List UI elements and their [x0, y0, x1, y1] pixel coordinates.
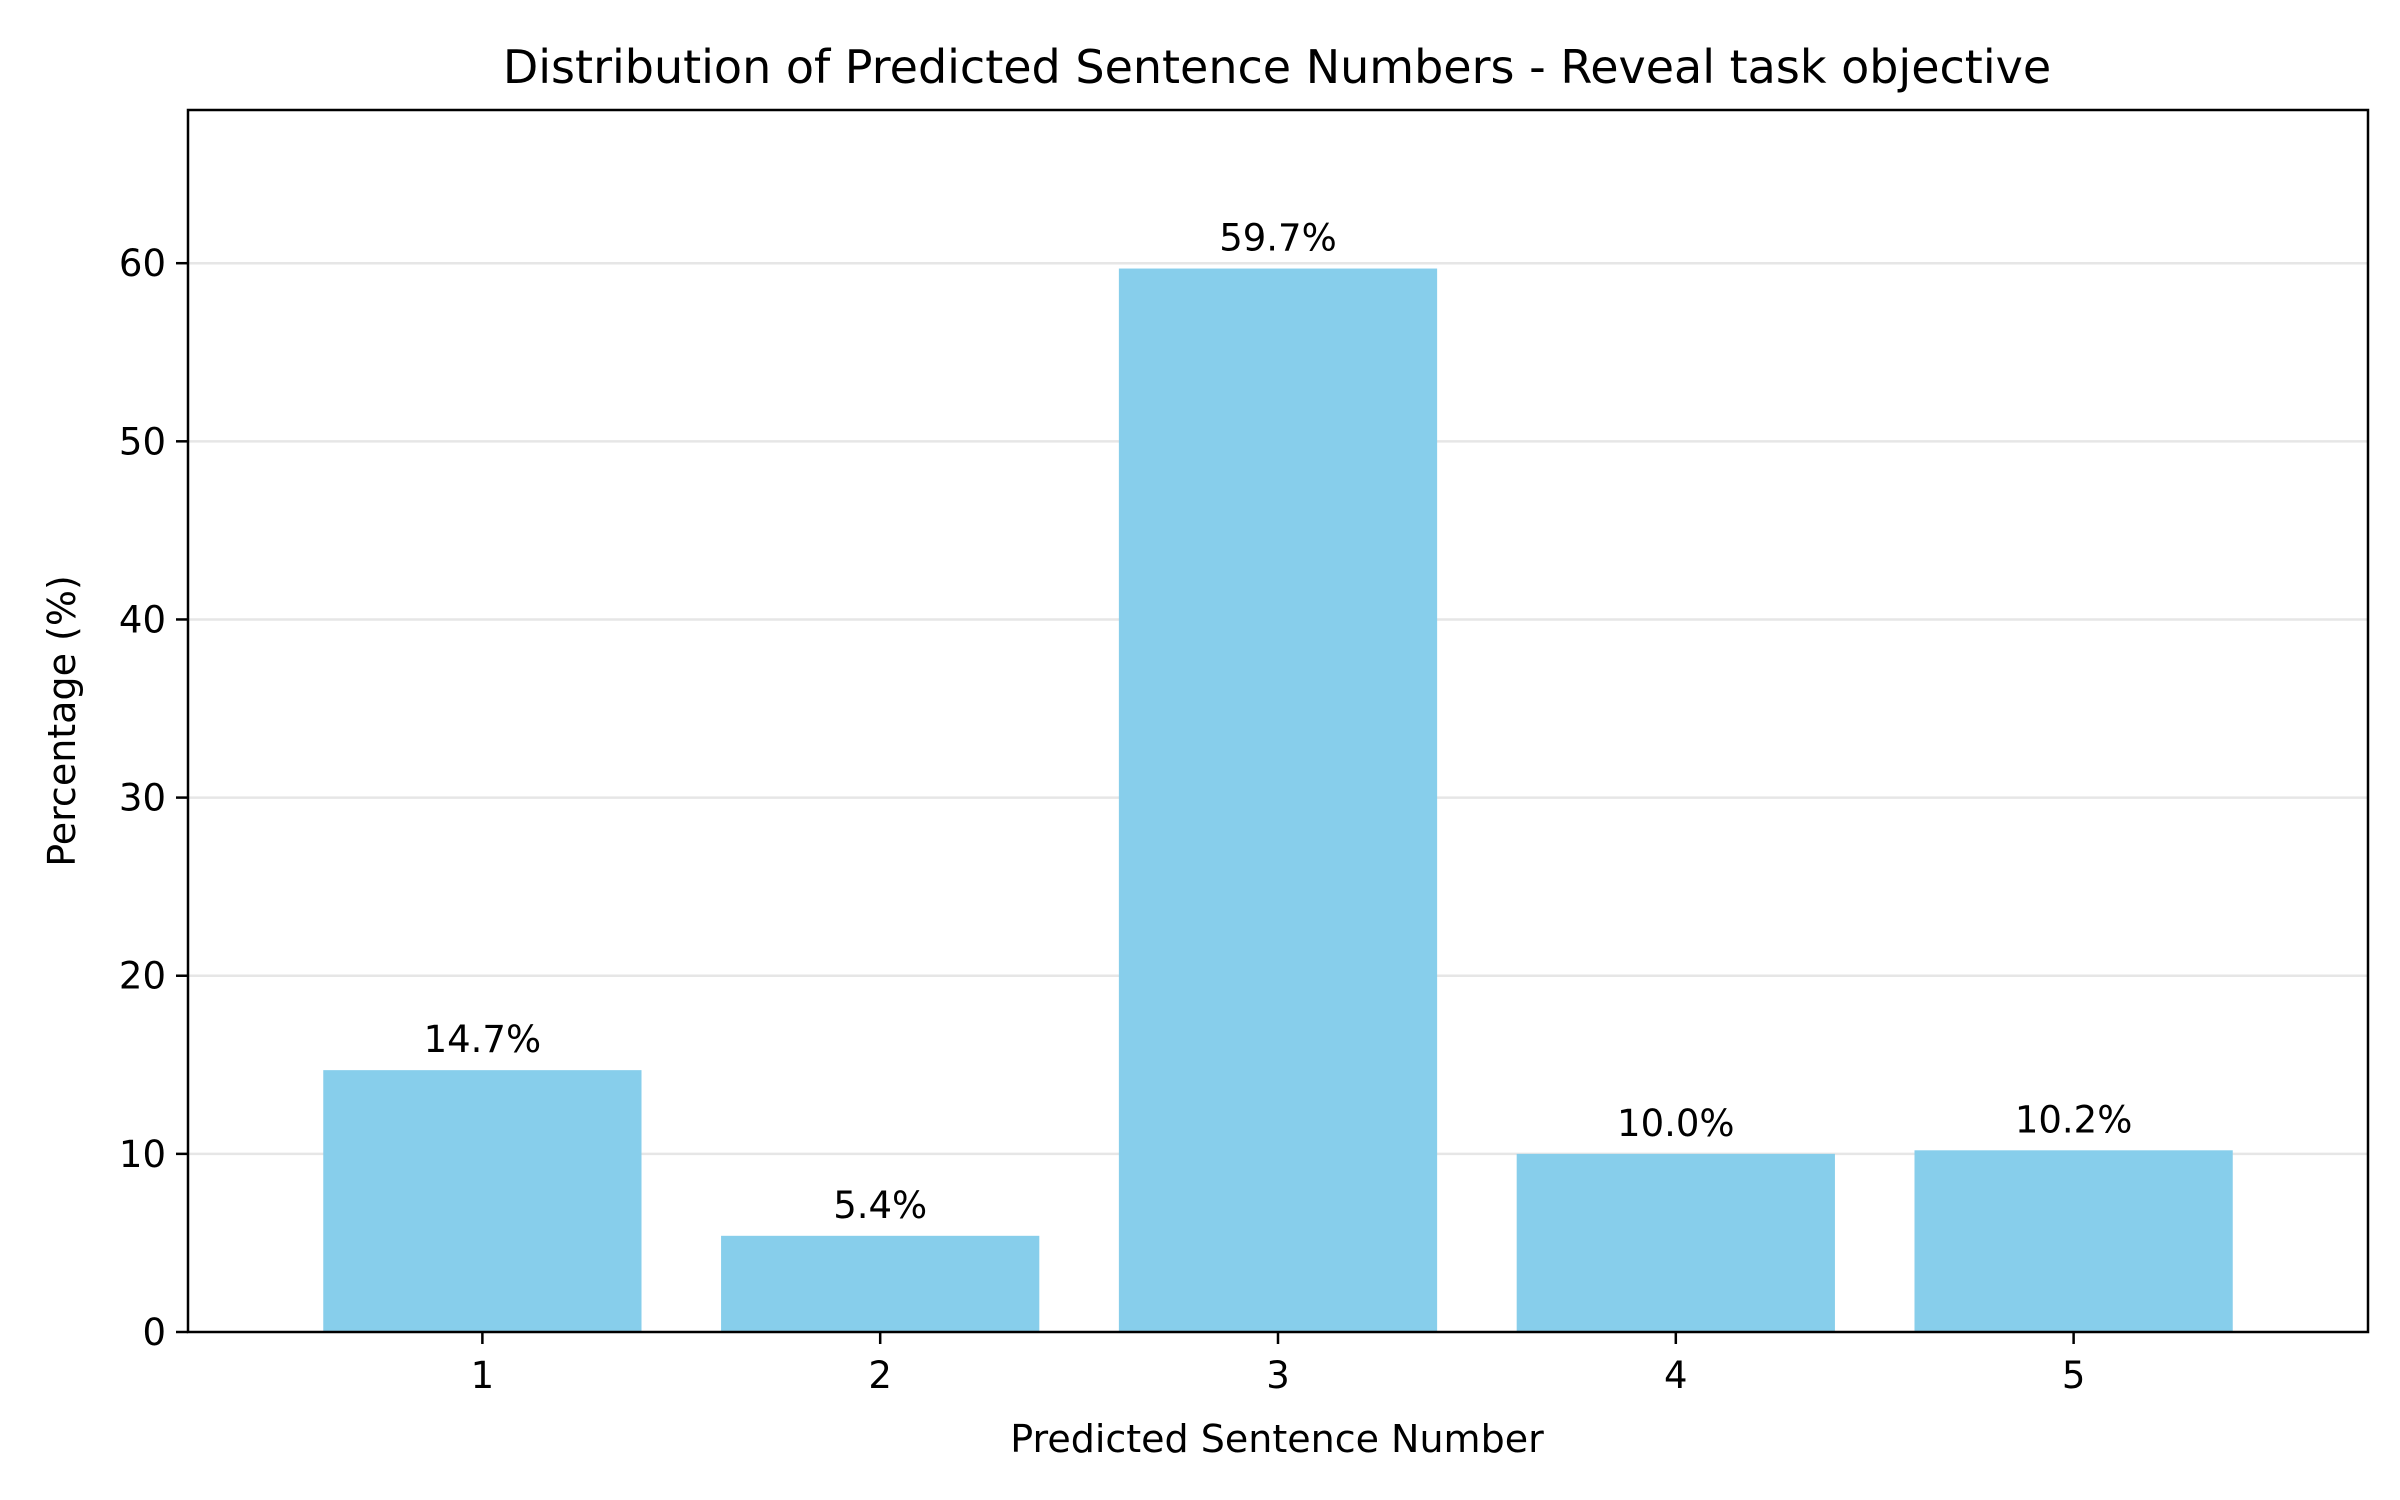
y-axis: 0 10 20 30 40 50 60	[119, 242, 188, 1354]
y-tick-label: 0	[142, 1311, 166, 1354]
bar-3	[1118, 268, 1438, 1333]
y-tick-label: 60	[119, 242, 166, 285]
x-axis: 1 2 3 4 5	[471, 1332, 2086, 1397]
y-tick-label: 50	[119, 420, 166, 463]
bars	[323, 268, 2233, 1333]
y-tick-label: 40	[119, 598, 166, 641]
data-labels: 14.7% 5.4% 59.7% 10.0% 10.2%	[424, 217, 2133, 1227]
x-tick-label-4: 4	[1664, 1354, 1688, 1397]
data-label-2: 5.4%	[833, 1184, 927, 1227]
y-tick-label: 10	[119, 1133, 166, 1176]
bar-1	[323, 1070, 642, 1332]
data-label-5: 10.2%	[2015, 1098, 2133, 1141]
y-axis-title: Percentage (%)	[40, 575, 84, 867]
bar-2	[721, 1235, 1040, 1332]
bar-5	[1914, 1150, 2233, 1332]
bar-4	[1516, 1153, 1835, 1332]
x-tick-label-5: 5	[2062, 1354, 2086, 1397]
y-tick-label: 30	[119, 777, 166, 820]
y-tick-label: 20	[119, 955, 166, 998]
data-label-3: 59.7%	[1219, 217, 1337, 260]
data-label-4: 10.0%	[1617, 1102, 1735, 1145]
data-label-1: 14.7%	[424, 1018, 542, 1061]
x-tick-label-1: 1	[471, 1354, 495, 1397]
x-axis-title: Predicted Sentence Number	[1010, 1417, 1544, 1461]
x-tick-label-3: 3	[1266, 1354, 1290, 1397]
x-tick-label-2: 2	[868, 1354, 892, 1397]
plot-frame	[186, 108, 2370, 1334]
chart-title: Distribution of Predicted Sentence Numbe…	[503, 40, 2051, 94]
